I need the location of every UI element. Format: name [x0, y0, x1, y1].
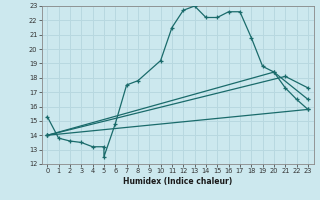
X-axis label: Humidex (Indice chaleur): Humidex (Indice chaleur)	[123, 177, 232, 186]
